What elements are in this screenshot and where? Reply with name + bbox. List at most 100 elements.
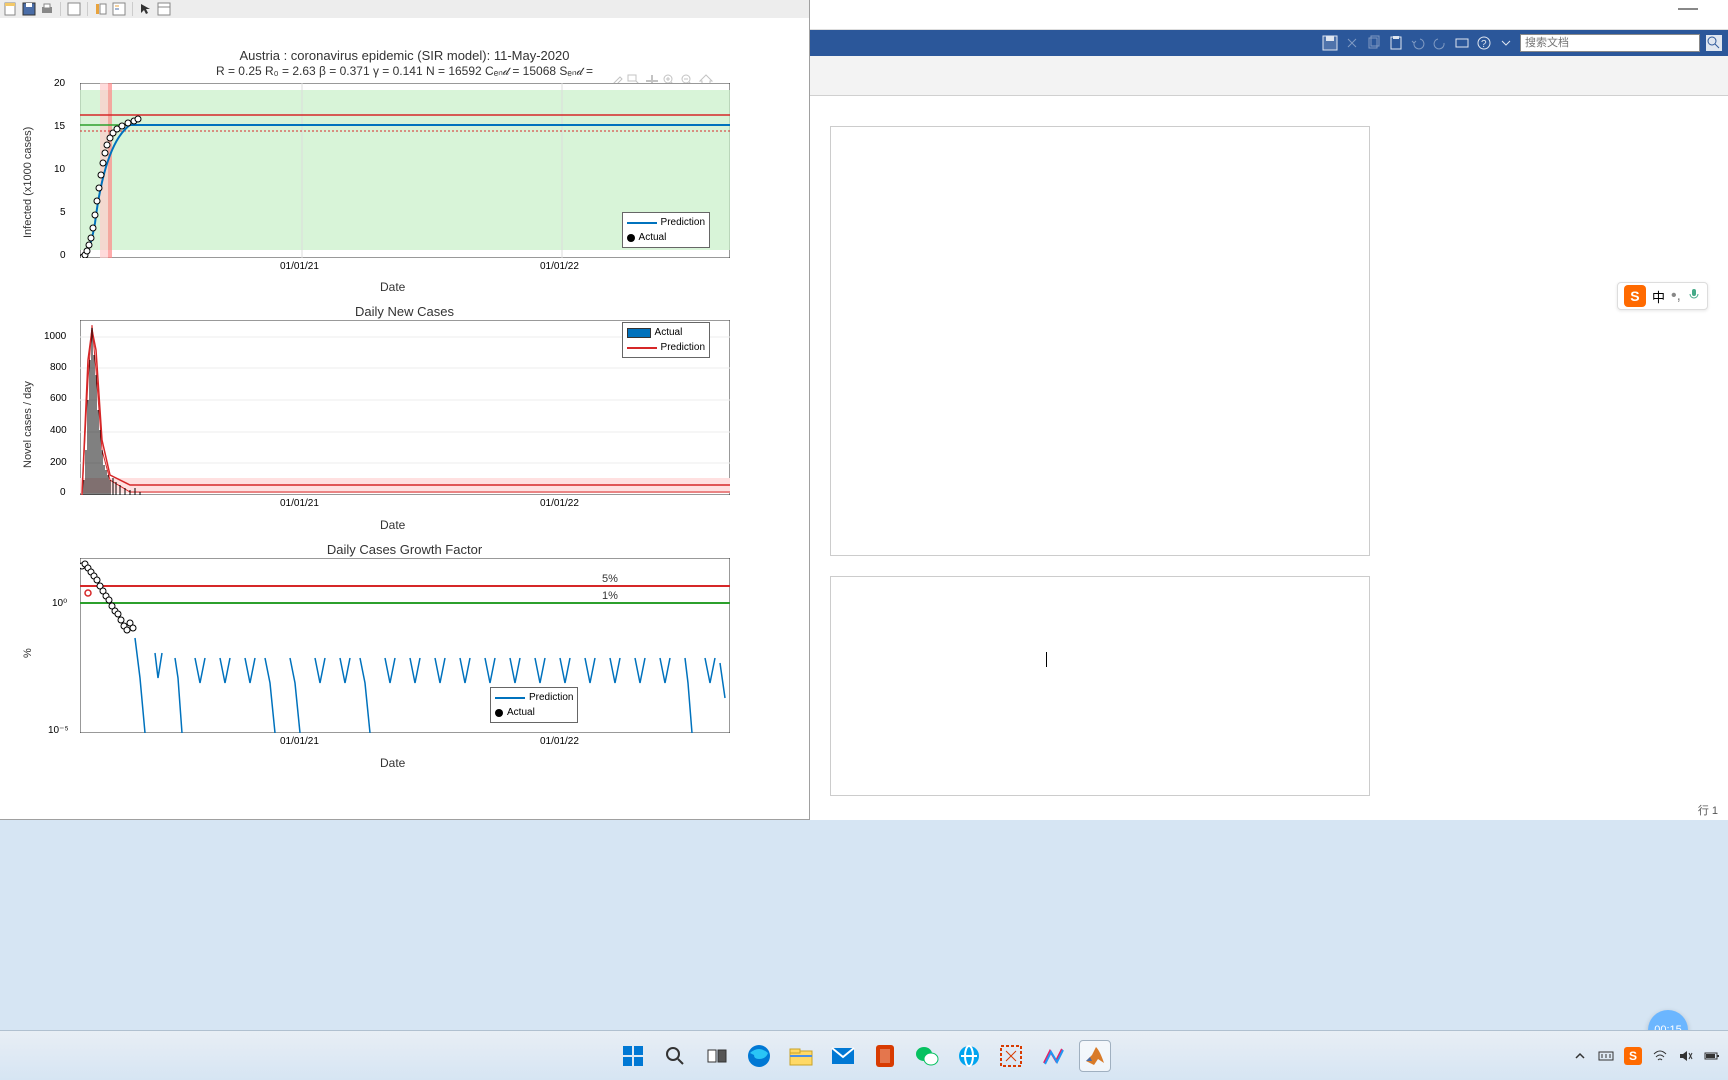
ytick: 600 bbox=[50, 393, 67, 404]
figure-toolbar bbox=[0, 0, 809, 18]
legend-label: Actual bbox=[639, 232, 667, 243]
ytick: 10⁻⁵ bbox=[48, 725, 69, 736]
ime-punct-icon[interactable]: •, bbox=[1671, 287, 1681, 305]
ytick: 10 bbox=[54, 164, 65, 175]
tray-volume-icon[interactable] bbox=[1678, 1048, 1694, 1064]
document-page[interactable] bbox=[830, 576, 1370, 796]
xtick: 01/01/21 bbox=[280, 261, 319, 272]
svg-text:1%: 1% bbox=[602, 590, 618, 602]
insert-legend-icon[interactable] bbox=[112, 2, 126, 16]
panel3-xlabel: Date bbox=[380, 756, 405, 770]
tray-keyboard-icon[interactable] bbox=[1598, 1048, 1614, 1064]
xtick: 01/01/22 bbox=[540, 261, 579, 272]
tray-battery-icon[interactable] bbox=[1704, 1048, 1720, 1064]
search-button[interactable] bbox=[659, 1040, 691, 1072]
panel3-title: Daily Cases Growth Factor bbox=[0, 542, 809, 557]
tray-chevron-icon[interactable] bbox=[1572, 1048, 1588, 1064]
ytick: 200 bbox=[50, 457, 67, 468]
matlab-app-icon[interactable] bbox=[1079, 1040, 1111, 1072]
search-input[interactable] bbox=[1520, 34, 1700, 52]
edit-plot-icon[interactable] bbox=[67, 2, 81, 16]
sogou-logo-icon[interactable]: S bbox=[1624, 285, 1646, 307]
svg-text:5%: 5% bbox=[602, 573, 618, 585]
ime-mic-icon[interactable] bbox=[1687, 287, 1701, 306]
system-tray: S bbox=[1572, 1047, 1720, 1065]
word-ribbon-body bbox=[810, 56, 1728, 96]
new-figure-icon[interactable] bbox=[4, 2, 18, 16]
panel1[interactable]: 0 5 10 15 20 01/01/21 01/01/22 Predictio… bbox=[80, 83, 730, 258]
ytick: 0 bbox=[60, 250, 66, 261]
ytick: 1000 bbox=[44, 331, 66, 342]
ie-app-icon[interactable] bbox=[953, 1040, 985, 1072]
xtick: 01/01/22 bbox=[540, 498, 579, 509]
print-icon[interactable] bbox=[40, 2, 54, 16]
start-button[interactable] bbox=[617, 1040, 649, 1072]
ime-mode-label[interactable]: 中 bbox=[1652, 287, 1665, 306]
ytick: 10⁰ bbox=[52, 598, 67, 609]
figure-title: Austria : coronavirus epidemic (SIR mode… bbox=[0, 48, 809, 63]
mail-app-icon[interactable] bbox=[827, 1040, 859, 1072]
chevron-down-icon[interactable] bbox=[1498, 35, 1514, 51]
tray-sogou-icon[interactable]: S bbox=[1624, 1047, 1642, 1065]
tray-wifi-icon[interactable] bbox=[1652, 1048, 1668, 1064]
help-icon[interactable]: ? bbox=[1476, 35, 1492, 51]
taskbar-apps bbox=[617, 1040, 1111, 1072]
legend-label: Actual bbox=[507, 707, 535, 718]
ytick: 0 bbox=[60, 487, 66, 498]
xtick: 01/01/22 bbox=[540, 736, 579, 747]
xtick: 01/01/21 bbox=[280, 736, 319, 747]
ytick: 400 bbox=[50, 425, 67, 436]
ytick: 5 bbox=[60, 207, 66, 218]
panel1-legend: Prediction Actual bbox=[622, 212, 710, 248]
edge-app-icon[interactable] bbox=[743, 1040, 775, 1072]
legend-label: Actual bbox=[655, 327, 683, 338]
copy-icon[interactable] bbox=[1366, 35, 1382, 51]
panel2-xlabel: Date bbox=[380, 518, 405, 532]
touch-icon[interactable] bbox=[1454, 35, 1470, 51]
word-ribbon-toolbar: ? bbox=[810, 30, 1728, 56]
search-icon[interactable] bbox=[1706, 35, 1722, 51]
panel3[interactable]: 5% 1% 10⁻⁵ 10⁰ 01/01/21 01/01/22 bbox=[80, 558, 730, 733]
save-icon[interactable] bbox=[1322, 35, 1338, 51]
redo-icon[interactable] bbox=[1432, 35, 1448, 51]
cut-icon[interactable] bbox=[1344, 35, 1360, 51]
wechat-app-icon[interactable] bbox=[911, 1040, 943, 1072]
panel2-legend: Actual Prediction bbox=[622, 322, 710, 358]
svg-text:?: ? bbox=[1481, 39, 1487, 50]
legend-label: Prediction bbox=[661, 342, 705, 353]
ytick: 20 bbox=[54, 78, 65, 89]
legend-label: Prediction bbox=[661, 217, 705, 228]
xtick: 01/01/21 bbox=[280, 498, 319, 509]
panel2[interactable]: 0 200 400 600 800 1000 01/01/21 01/01/22… bbox=[80, 320, 730, 495]
panel3-legend: Prediction Actual bbox=[490, 687, 578, 723]
panel1-xlabel: Date bbox=[380, 280, 405, 294]
minimize-icon[interactable] bbox=[1678, 8, 1698, 10]
windows-taskbar: S bbox=[0, 1030, 1728, 1080]
word-document-area[interactable]: 行 1 bbox=[810, 96, 1728, 820]
status-bar: 行 1 bbox=[1688, 800, 1728, 820]
legend-label: Prediction bbox=[529, 692, 573, 703]
taskview-button[interactable] bbox=[701, 1040, 733, 1072]
figure-canvas: Austria : coronavirus epidemic (SIR mode… bbox=[0, 18, 809, 819]
explorer-app-icon[interactable] bbox=[785, 1040, 817, 1072]
matlab-figure-window: Austria : coronavirus epidemic (SIR mode… bbox=[0, 0, 810, 820]
panel1-ylabel: Infected (x1000 cases) bbox=[22, 127, 34, 238]
insert-colorbar-icon[interactable] bbox=[94, 2, 108, 16]
word-window: ? 行 1 bbox=[810, 0, 1728, 820]
ytick: 800 bbox=[50, 362, 67, 373]
snip-app-icon[interactable] bbox=[995, 1040, 1027, 1072]
undo-icon[interactable] bbox=[1410, 35, 1426, 51]
office-app-icon[interactable] bbox=[869, 1040, 901, 1072]
ytick: 15 bbox=[54, 121, 65, 132]
document-page[interactable] bbox=[830, 126, 1370, 556]
property-editor-icon[interactable] bbox=[157, 2, 171, 16]
ime-toolbar[interactable]: S 中 •, bbox=[1617, 282, 1708, 310]
panel2-ylabel: Novel cases / day bbox=[22, 381, 34, 468]
save-icon[interactable] bbox=[22, 2, 36, 16]
word-titlebar bbox=[810, 0, 1728, 30]
app-icon[interactable] bbox=[1037, 1040, 1069, 1072]
panel3-ylabel: % bbox=[22, 648, 34, 658]
text-cursor bbox=[1046, 652, 1047, 667]
paste-icon[interactable] bbox=[1388, 35, 1404, 51]
pointer-icon[interactable] bbox=[139, 2, 153, 16]
